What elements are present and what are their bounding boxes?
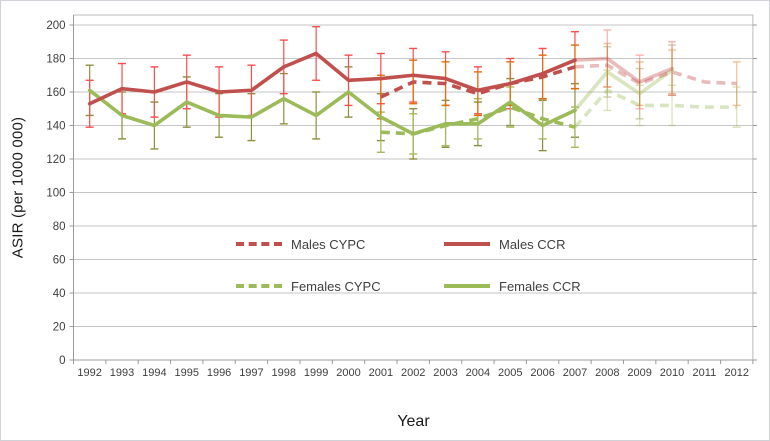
x-tick-label: 2008 <box>595 367 619 379</box>
error-bars-females-cypc-projected <box>603 69 741 128</box>
x-tick-label: 1995 <box>174 367 198 379</box>
line-females-ccr <box>87 88 577 136</box>
y-tick-label: 120 <box>46 154 65 166</box>
legend-label: Males CYPC <box>291 236 366 252</box>
legend-item-males-ccr: Males CCR <box>444 236 614 252</box>
y-tick-label: 180 <box>46 54 65 66</box>
line-females-cypc <box>380 105 576 136</box>
x-tick-label: 2001 <box>369 367 393 379</box>
x-tick-label: 2004 <box>466 367 490 379</box>
x-tick-label: 2005 <box>498 367 522 379</box>
x-tick-label: 2002 <box>401 367 425 379</box>
line-males-ccr-projected <box>573 56 674 84</box>
line-males-ccr <box>87 51 577 106</box>
legend-label: Females CYPC <box>291 278 381 294</box>
legend-swatch-dashed <box>236 242 282 246</box>
x-tick-label: 2009 <box>627 367 651 379</box>
x-tick-label: 2003 <box>433 367 457 379</box>
legend-item-females-cypc: Females CYPC <box>236 278 444 294</box>
x-tick-label: 1992 <box>77 367 101 379</box>
y-tick-label: 40 <box>53 288 66 300</box>
x-tick-label: 1999 <box>304 367 328 379</box>
x-tick-label: 1998 <box>272 367 296 379</box>
error-bars-males-ccr-projected <box>603 29 677 110</box>
x-tick-label: 1994 <box>142 367 166 379</box>
legend-item-males-cypc: Males CYPC <box>236 236 444 252</box>
error-bars-males-cypc <box>376 44 579 120</box>
y-tick-label: 60 <box>53 255 66 267</box>
error-bars-males-ccr <box>85 25 579 128</box>
x-tick-label: 1996 <box>207 367 231 379</box>
x-tick-label: 2000 <box>336 367 360 379</box>
x-tick-label: 2010 <box>660 367 684 379</box>
y-tick-label: 100 <box>46 188 65 200</box>
y-tick-label: 140 <box>46 121 65 133</box>
y-tick-label: 0 <box>59 355 65 367</box>
x-tick-label: 2007 <box>563 367 587 379</box>
tick-labels: 0 20 40 60 80 100 120 140 160 180 200 1992 1993 1994 1… <box>46 20 749 379</box>
error-bars-males-cypc-projected <box>603 42 741 107</box>
x-tick-label: 2012 <box>724 367 748 379</box>
y-axis-title: ASIR (per 1000 000) <box>9 116 27 259</box>
error-bars-females-ccr-projected <box>603 44 677 120</box>
legend: Males CYPC Males CCR Females CYPC Females C… <box>236 236 614 294</box>
legend-label: Females CCR <box>499 278 581 294</box>
legend-swatch-solid <box>444 242 490 246</box>
line-females-ccr-projected <box>573 68 674 113</box>
x-tick-label: 2006 <box>530 367 554 379</box>
axes <box>69 15 757 364</box>
legend-label: Males CCR <box>499 236 566 252</box>
line-males-cypc-projected <box>574 63 737 86</box>
legend-item-females-ccr: Females CCR <box>444 278 614 294</box>
x-axis-title: Year <box>397 413 430 430</box>
error-bars-females-ccr <box>85 64 579 160</box>
x-tick-label: 1997 <box>239 367 263 379</box>
y-tick-label: 160 <box>46 87 65 99</box>
x-tick-label: 1993 <box>110 367 134 379</box>
legend-swatch-dashed <box>236 284 282 288</box>
line-males-cypc <box>380 65 576 99</box>
x-tick-label: 2011 <box>693 367 717 379</box>
series-lines <box>87 51 737 136</box>
legend-swatch-solid <box>444 284 490 288</box>
y-tick-label: 20 <box>53 322 66 334</box>
line-females-cypc-projected <box>573 88 737 129</box>
y-tick-label: 80 <box>53 221 66 233</box>
y-tick-label: 200 <box>46 20 65 32</box>
